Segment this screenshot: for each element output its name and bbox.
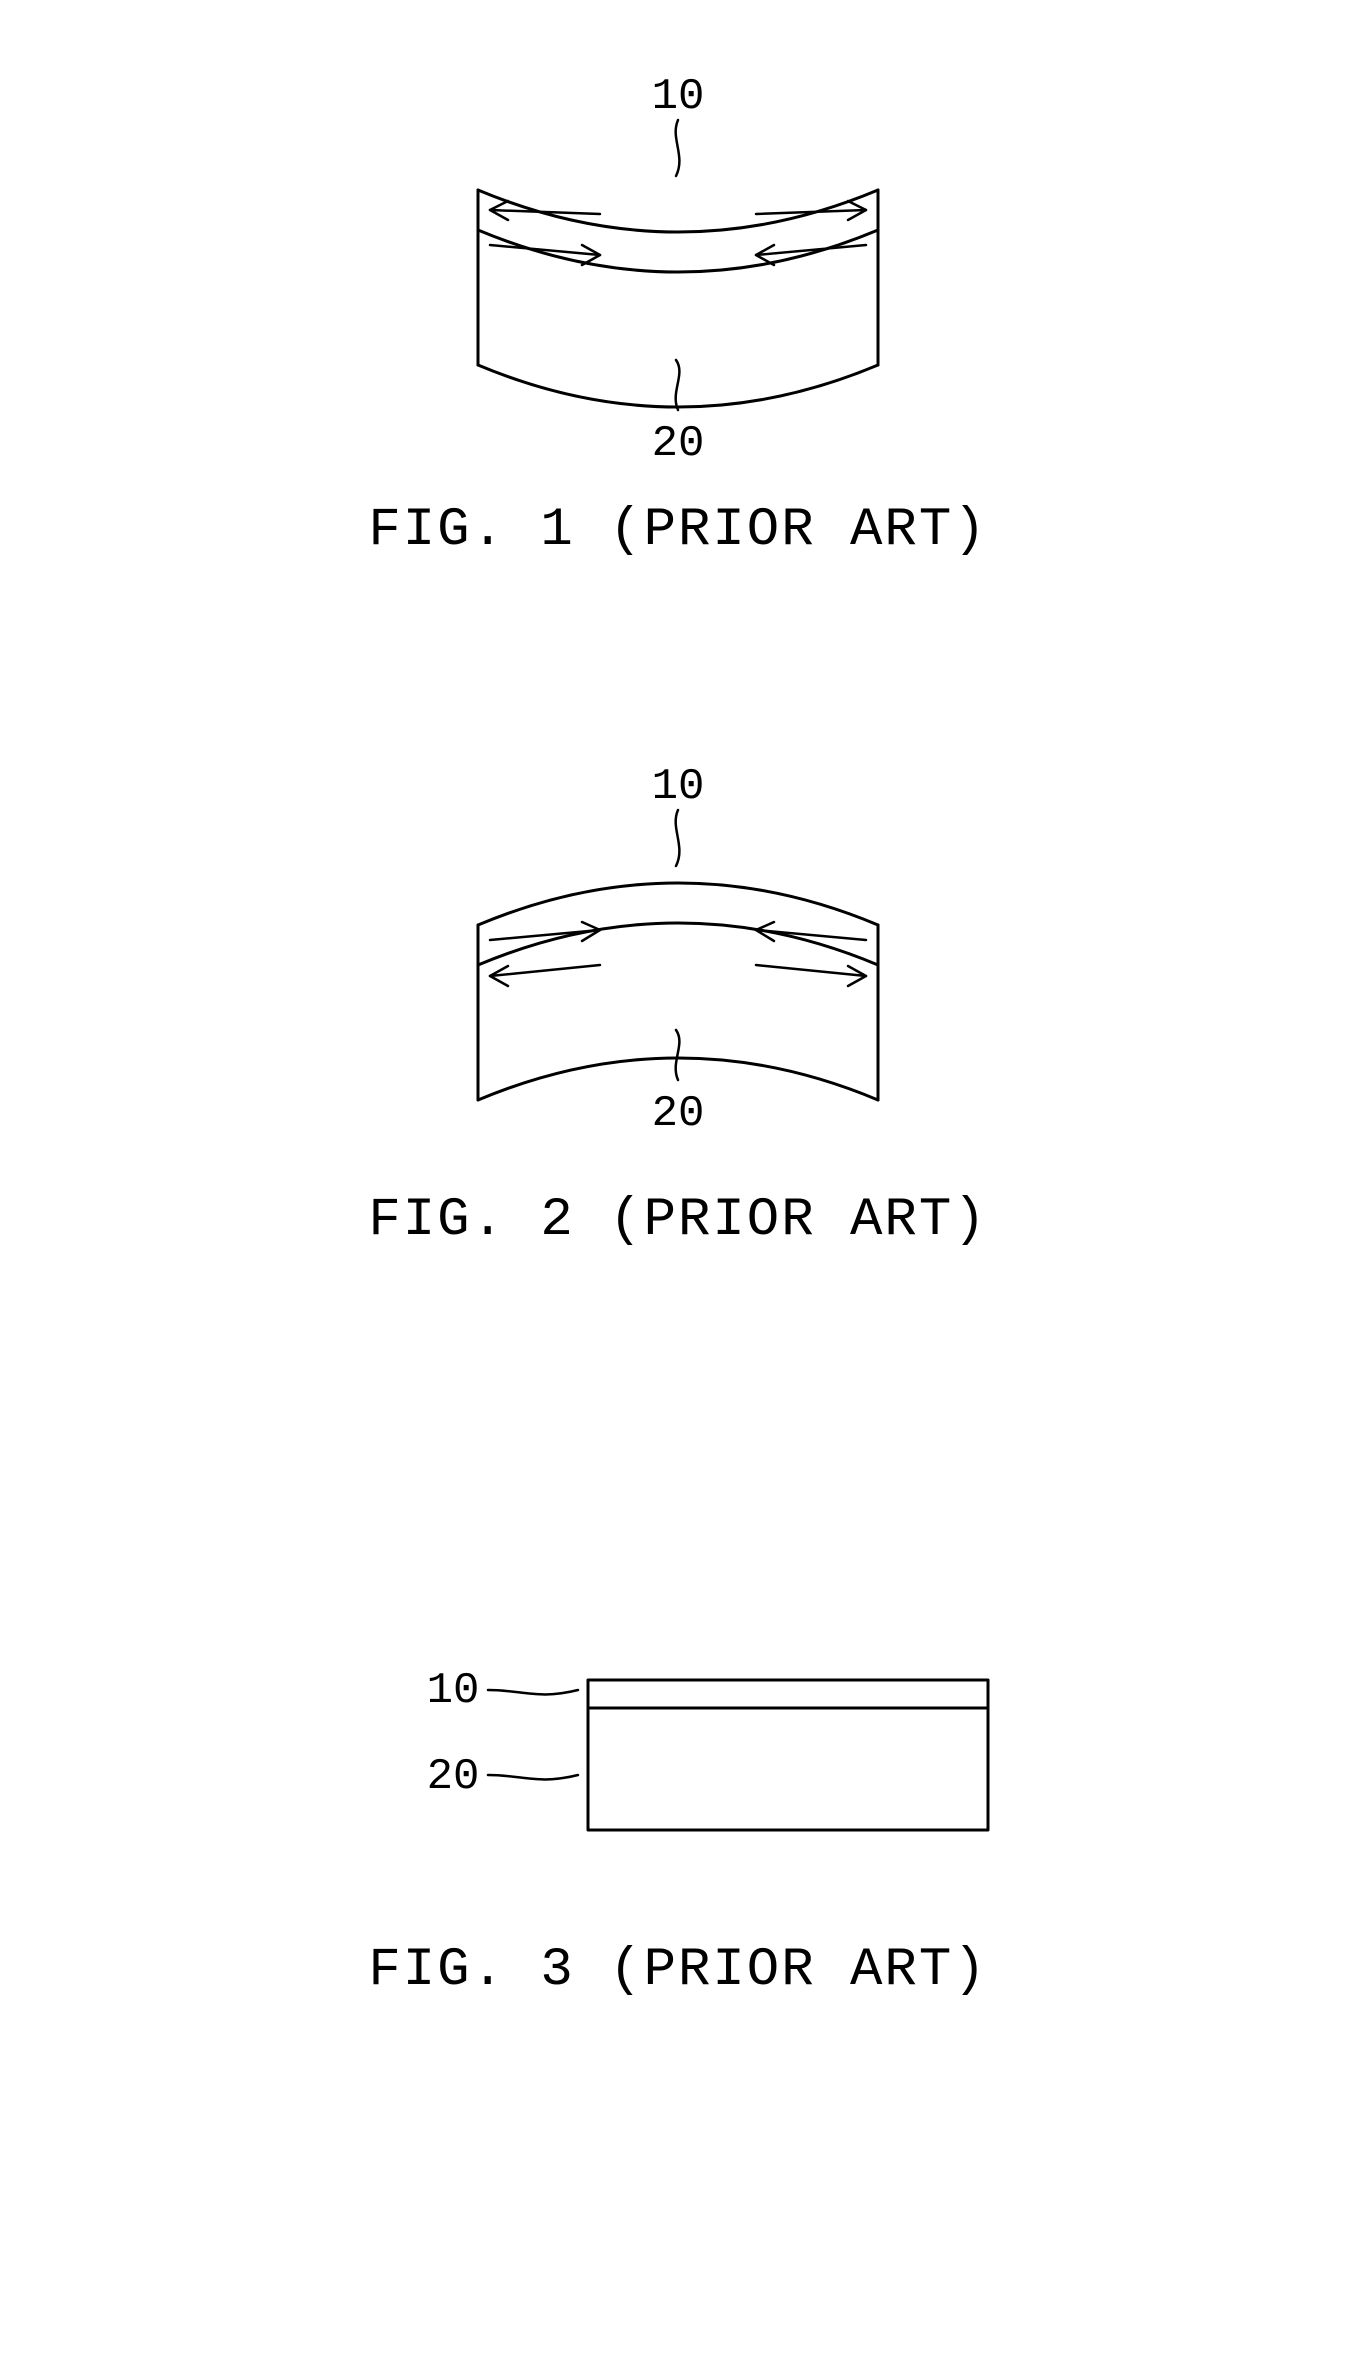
fig2-bottom-label: 20 xyxy=(652,1089,705,1139)
figure-3: 10 20 xyxy=(0,1640,1356,1900)
page: 10 xyxy=(0,0,1356,2358)
fig2-top-label: 10 xyxy=(652,762,705,812)
fig3-top-label: 10 xyxy=(427,1666,480,1716)
fig1-svg: 10 xyxy=(418,60,938,460)
figure-2: 10 20 xyxy=(0,750,1356,1150)
fig3-svg: 10 20 xyxy=(228,1640,1128,1900)
fig1-bottom-label: 20 xyxy=(652,419,705,460)
fig3-bottom-label: 20 xyxy=(427,1752,480,1802)
fig2-caption: FIG. 2 (PRIOR ART) xyxy=(0,1190,1356,1251)
fig2-svg: 10 20 xyxy=(418,750,938,1150)
fig3-caption: FIG. 3 (PRIOR ART) xyxy=(0,1940,1356,2001)
figure-1: 10 xyxy=(0,60,1356,460)
fig1-top-label: 10 xyxy=(652,72,705,122)
fig1-caption: FIG. 1 (PRIOR ART) xyxy=(0,500,1356,561)
